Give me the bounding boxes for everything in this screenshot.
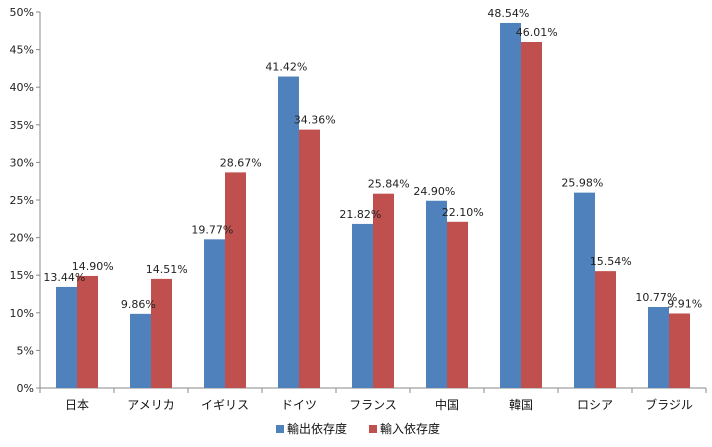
bar-import	[299, 129, 320, 388]
data-label: 41.42%	[265, 61, 307, 74]
legend-label: 輸出依存度	[287, 421, 347, 436]
y-tick-label: 40%	[10, 81, 34, 94]
bar-import	[151, 278, 172, 388]
legend: 輸出依存度 輸入依存度	[276, 421, 440, 436]
data-label: 14.51%	[146, 263, 188, 276]
legend-swatch	[369, 425, 377, 433]
data-label: 14.90%	[72, 260, 114, 273]
data-label: 28.67%	[220, 156, 262, 169]
bar-export	[278, 76, 299, 388]
x-category-label: 韓国	[509, 398, 533, 412]
y-tick-label: 30%	[10, 156, 34, 169]
legend-label: 輸入依存度	[380, 421, 440, 436]
bar-export	[204, 239, 225, 388]
legend-swatch	[276, 425, 284, 433]
x-category-label: ブラジル	[645, 397, 693, 412]
y-tick-label: 10%	[10, 307, 34, 320]
y-tick-label: 15%	[10, 269, 34, 282]
bars	[56, 22, 690, 389]
data-label: 9.91%	[667, 297, 702, 310]
data-label: 48.54%	[487, 7, 529, 20]
y-tick-label: 5%	[17, 344, 34, 357]
bar-import	[77, 275, 98, 388]
y-tick-label: 25%	[10, 194, 34, 207]
data-label: 25.84%	[368, 178, 410, 191]
data-label: 15.54%	[590, 255, 632, 268]
x-category-label: イギリス	[201, 398, 249, 412]
x-category-label: アメリカ	[127, 398, 174, 412]
data-labels: 13.44%14.90% 9.86% 14.51% 19.77% 28.67% 41.42…	[43, 7, 702, 311]
data-label: 22.10%	[442, 206, 484, 219]
bar-export	[426, 200, 447, 388]
bar-export	[648, 307, 669, 388]
x-category-label: 中国	[435, 397, 459, 412]
y-tick-label: 0%	[17, 382, 34, 395]
data-label: 46.01%	[516, 26, 558, 39]
data-label: 19.77%	[191, 223, 233, 236]
x-category-label: フランス	[349, 398, 397, 412]
data-label: 13.44%	[43, 271, 85, 284]
y-tick-label: 35%	[10, 119, 34, 132]
data-label: 21.82%	[339, 208, 381, 221]
y-axis: 0% 5% 10% 15% 20% 25% 30% 35% 40% 45% 50%	[10, 6, 41, 395]
x-axis: 日本 アメリカ イギリス ドイツ フランス 中国 韓国 ロシア ブラジル	[39, 387, 707, 412]
bar-import	[595, 271, 616, 388]
bar-import	[373, 193, 394, 388]
y-tick-label: 45%	[10, 44, 34, 57]
bar-export	[130, 313, 151, 388]
bar-export	[500, 22, 521, 389]
bar-import	[669, 313, 690, 388]
bar-import	[447, 221, 468, 388]
bar-import	[521, 42, 542, 389]
bar-import	[225, 172, 246, 388]
data-label: 10.77%	[635, 291, 677, 304]
data-label: 25.98%	[561, 177, 603, 190]
bar-export	[574, 192, 595, 388]
y-tick-label: 50%	[10, 6, 34, 19]
x-category-label: ドイツ	[281, 398, 317, 412]
x-category-label: 日本	[65, 398, 89, 412]
data-label: 24.90%	[413, 185, 455, 198]
data-label: 9.86%	[121, 298, 156, 311]
bar-export	[352, 223, 373, 388]
x-category-label: ロシア	[577, 398, 613, 412]
y-tick-label: 20%	[10, 232, 34, 245]
data-label: 34.36%	[294, 114, 336, 127]
bar-export	[56, 286, 77, 388]
